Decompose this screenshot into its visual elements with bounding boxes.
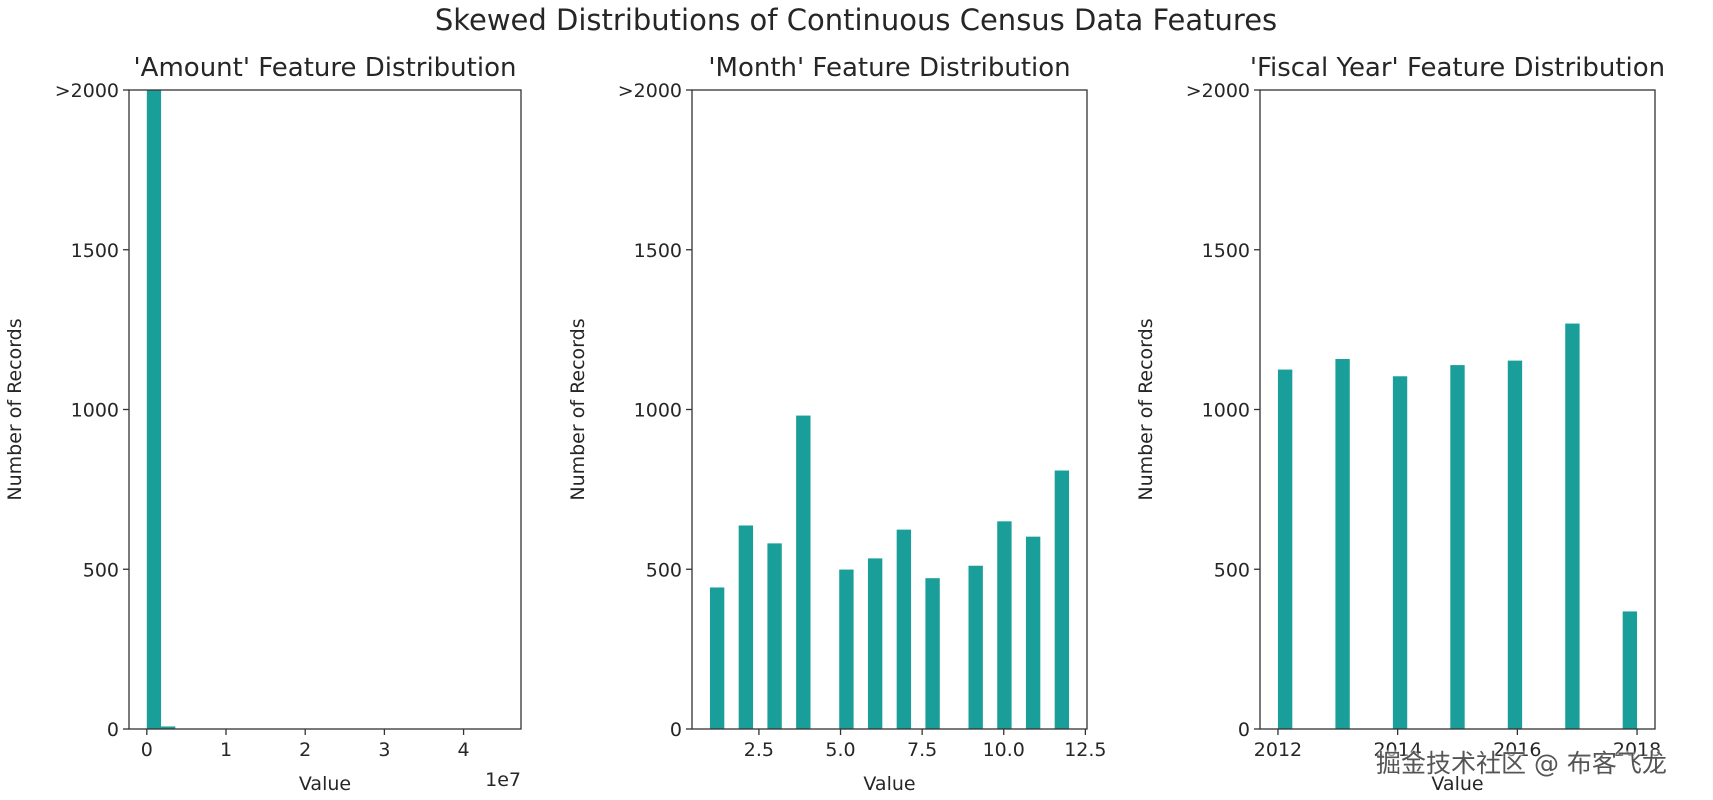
subplot-title: 'Month' Feature Distribution [708,53,1070,83]
y-tick-label: 1500 [1202,240,1250,262]
y-tick-label: 0 [1238,719,1250,741]
x-tick-label: 12.5 [1064,739,1106,761]
bar [1277,369,1293,729]
bar [839,569,854,729]
bar [1565,323,1580,729]
x-tick-label: 0 [141,739,153,761]
x-tick-label: 2.5 [744,739,774,761]
bar [1622,611,1638,729]
y-tick-label: 500 [646,559,682,581]
y-tick-label: 1500 [71,240,119,262]
watermark: 掘金技术社区 @ 布客飞龙 [1376,749,1667,778]
x-tick-label: 1 [220,739,232,761]
x-tick-label: 10.0 [983,739,1025,761]
y-axis-label: Number of Records [567,318,589,500]
y-tick-label: 0 [670,719,682,741]
bar [1507,360,1523,729]
x-tick-label: 2012 [1254,739,1302,761]
x-tick-label: 2014 [1373,739,1421,761]
subplot-3: 2012 2014 2016 2018 0 500 1000 1500 >2000'Fiscal… [1135,53,1665,795]
y-tick-label: >2000 [1186,80,1250,102]
y-tick-label: 1500 [634,240,682,262]
y-tick-label: 1000 [634,400,682,422]
y-axis-label: Number of Records [4,318,26,500]
x-axis-label: Value [1431,773,1483,795]
bar [925,578,940,729]
bar [161,726,176,729]
bar [867,558,883,729]
x-tick-label: 4 [458,739,470,761]
bar [1054,470,1070,729]
bar [1025,536,1041,729]
y-axis-label: Number of Records [1135,318,1157,500]
y-tick-label: 0 [107,719,119,741]
bar [1335,359,1350,729]
x-tick-label: 2 [299,739,311,761]
bar [767,543,782,729]
x-tick-label: 7.5 [907,739,937,761]
x-tick-label: 5.0 [825,739,855,761]
subplot-title: 'Fiscal Year' Feature Distribution [1250,53,1665,83]
bar [1392,376,1408,729]
y-tick-label: 1000 [71,400,119,422]
y-tick-label: 1000 [1202,400,1250,422]
x-tick-label: 2016 [1493,739,1541,761]
y-tick-label: >2000 [618,80,682,102]
bar [896,529,912,729]
bar [738,525,754,729]
bar [796,415,811,729]
subplot-2: 2.5 5.0 7.5 10.0 12.5 0 500 1000 1500 >2000 'Month… [567,53,1107,795]
axes-frame [128,89,522,730]
bar [146,90,162,729]
bar [709,587,725,729]
y-tick-label: >2000 [55,80,119,102]
x-offset-label: 1e7 [485,769,521,791]
x-axis-label: Value [299,773,351,795]
bar [968,565,983,729]
bar [997,521,1012,729]
x-axis-label: Value [863,773,915,795]
subplot-1: 0 1 2 3 4 0 500 1000 1500 >2000 'Amount' Feature D… [4,53,522,795]
subplot-title: 'Amount' Feature Distribution [134,53,517,83]
x-tick-label: 3 [378,739,390,761]
y-tick-label: 500 [83,559,119,581]
y-tick-label: 500 [1214,559,1250,581]
x-tick-label: 2018 [1613,739,1661,761]
suptitle: Skewed Distributions of Continuous Censu… [435,3,1277,37]
bar [1450,365,1465,729]
